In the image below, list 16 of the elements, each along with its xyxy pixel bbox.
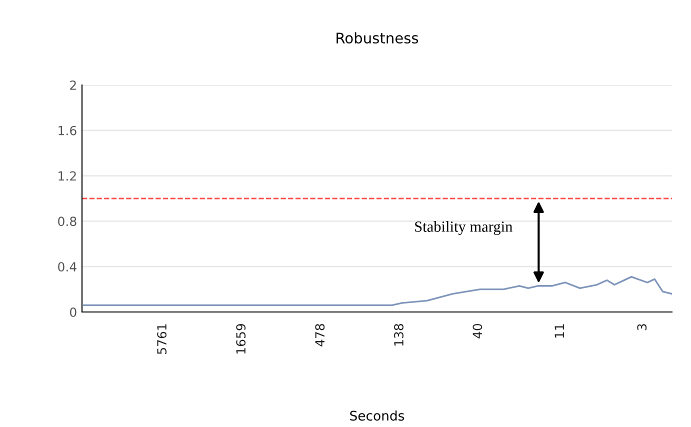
x-tick-label: 5761 [157,324,167,354]
y-tick-label: 1.6 [58,126,76,136]
y-tick-label: 1.2 [58,171,76,181]
y-tick-label: 0 [70,307,76,317]
y-tick-label: 2 [70,80,76,90]
y-tick-label: 0.4 [58,262,76,272]
x-tick-label: 11 [554,324,564,338]
annotation: Stability margin [415,221,512,235]
y-tick-label: 0.8 [58,216,76,226]
x-tick-label: 3 [637,324,647,330]
x-tick-label: 40 [472,324,482,338]
x-tick-label: 138 [394,324,404,346]
x-tick-label: 1659 [236,324,246,354]
chart-title: Robustness [336,32,418,44]
x-axis-title: Seconds [350,410,404,421]
x-tick-label: 478 [315,324,325,346]
